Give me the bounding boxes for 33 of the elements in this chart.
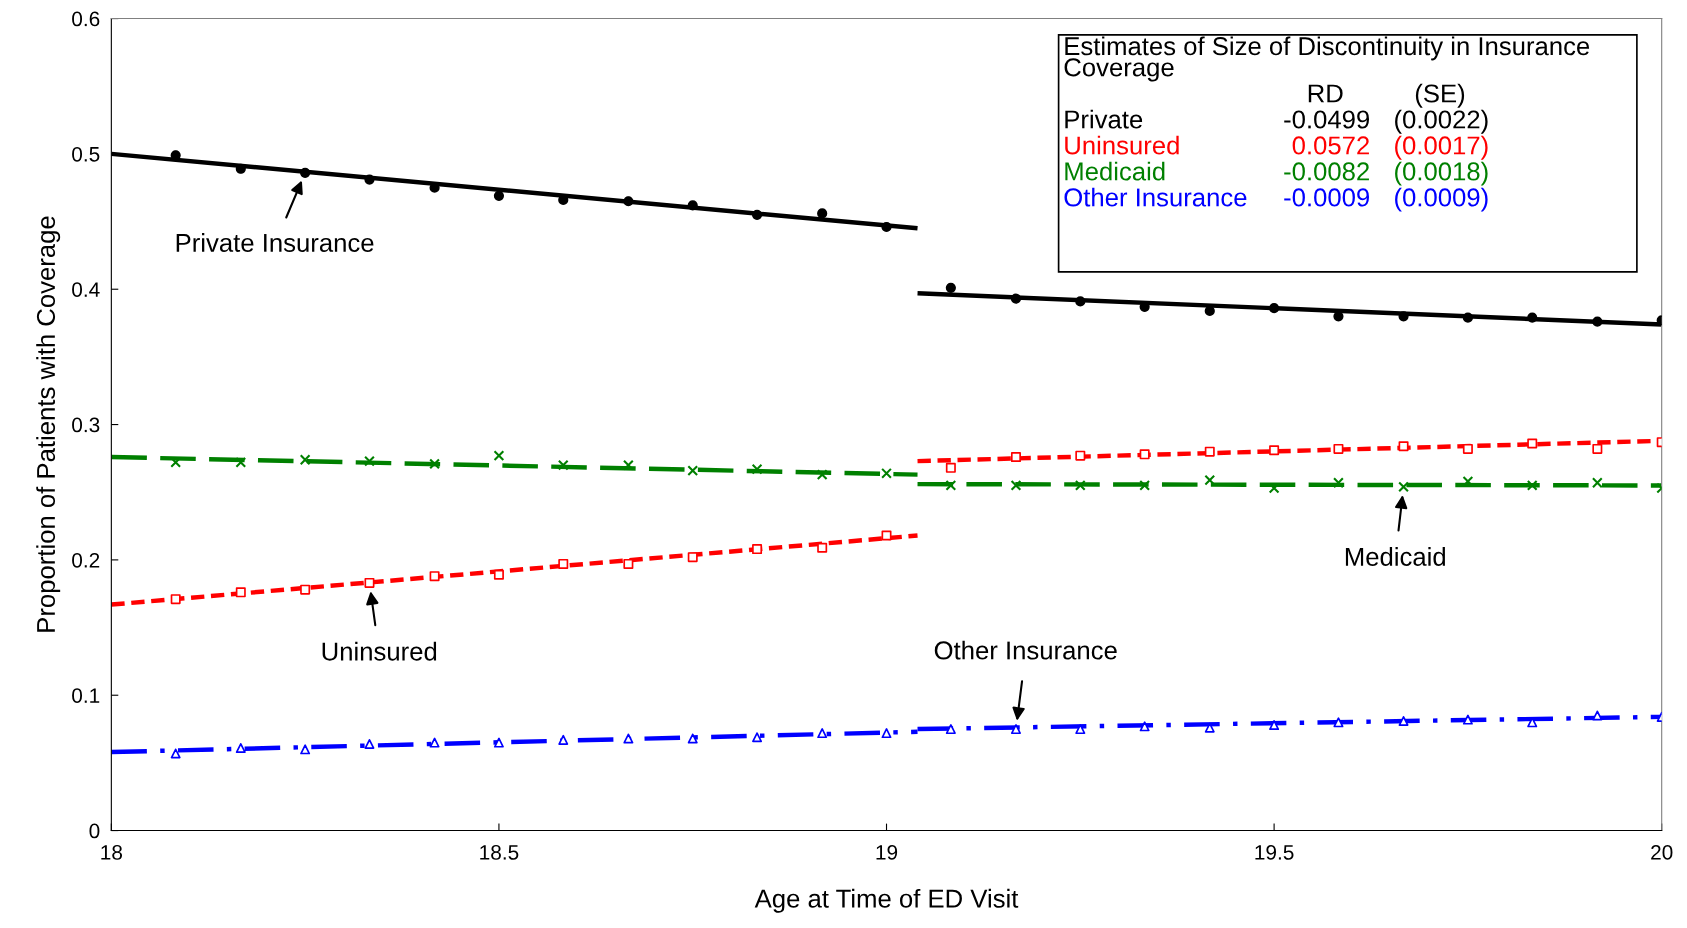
annotation: Private Insurance: [176, 233, 374, 252]
x-tick-label: 19: [876, 845, 898, 860]
y-axis-title: Proportion of Patients with Coverage: [36, 216, 61, 632]
annotation: Other Insurance: [934, 640, 1117, 660]
annotation: -0.0499: [1284, 110, 1370, 129]
annotation: -0.0009: [1284, 188, 1370, 207]
annotation: Private: [1065, 109, 1143, 129]
annotation: Uninsured: [322, 641, 437, 661]
x-axis-title: Age at Time of ED Visit: [754, 888, 1019, 913]
y-tick-label: 0.6: [72, 11, 100, 27]
annotation: (0.0022): [1395, 109, 1488, 134]
x-tick-label: 18: [101, 845, 123, 860]
y-tick-label: 0.2: [72, 552, 100, 568]
annotation: (0.0009): [1395, 187, 1488, 212]
y-tick-label: 0: [89, 823, 100, 839]
annotation: Medicaid: [1345, 547, 1445, 566]
y-tick-label: 0.5: [72, 146, 100, 162]
annotation: Uninsured: [1065, 135, 1179, 155]
x-tick-label: 18.5: [480, 845, 519, 860]
annotation: Estimates of Size of Discontinuity in Insurance Coverage: [1064, 36, 1590, 82]
annotation: (0.0017): [1395, 135, 1488, 160]
x-tick-label: 19.5: [1255, 845, 1294, 860]
y-tick-label: 0.1: [72, 688, 100, 703]
annotation: 0.0572: [1292, 136, 1369, 155]
annotation: -0.0082: [1284, 162, 1369, 181]
y-tick-label: 0.3: [72, 417, 100, 433]
y-tick-label: 0.4: [72, 282, 100, 297]
annotation: (0.0018): [1395, 161, 1488, 186]
annotation: RD: [1308, 84, 1343, 103]
x-tick-label: 20: [1651, 845, 1673, 860]
annotation: (SE): [1415, 83, 1465, 108]
annotation: Medicaid: [1065, 161, 1165, 181]
annotation: Other Insurance: [1064, 187, 1247, 207]
